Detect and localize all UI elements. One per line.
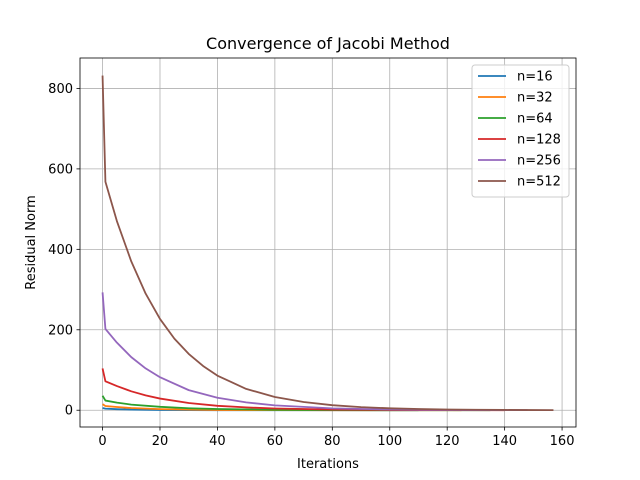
x-tick-label: 0 (98, 434, 106, 449)
y-axis-label: Residual Norm (24, 195, 39, 290)
x-tick-label: 40 (209, 434, 226, 449)
x-tick-label: 160 (550, 434, 575, 449)
x-axis-ticks: 0 20 40 60 80 100 120 140 160 (98, 427, 574, 449)
y-tick-label: 0 (65, 404, 73, 419)
series-lines (101, 75, 554, 412)
plot-area-frame (79, 57, 577, 428)
chart-title: Convergence of Jacobi Method (206, 34, 450, 53)
y-tick-label: 600 (48, 162, 73, 177)
legend-label: n=256 (517, 154, 561, 169)
legend-label: n=32 (517, 91, 553, 106)
x-tick-label: 20 (152, 434, 169, 449)
y-axis-ticks: 0 200 400 600 800 (48, 82, 80, 419)
x-tick-label: 140 (492, 434, 517, 449)
legend-label: n=512 (517, 175, 561, 190)
x-tick-label: 60 (267, 434, 284, 449)
legend-label: n=128 (517, 133, 561, 148)
y-tick-label: 200 (48, 323, 73, 338)
y-tick-label: 400 (48, 243, 73, 258)
series-line-n512 (101, 75, 554, 412)
y-tick-label: 800 (48, 82, 73, 97)
legend-label: n=64 (517, 112, 553, 127)
x-tick-label: 120 (435, 434, 460, 449)
legend-box (471, 64, 570, 198)
x-tick-label: 100 (377, 434, 402, 449)
x-axis-label: Iterations (297, 457, 359, 472)
legend-label: n=16 (517, 70, 553, 85)
x-tick-label: 80 (324, 434, 341, 449)
legend: n=16 n=32 n=64 n=128 n=256 n=512 (471, 64, 570, 198)
